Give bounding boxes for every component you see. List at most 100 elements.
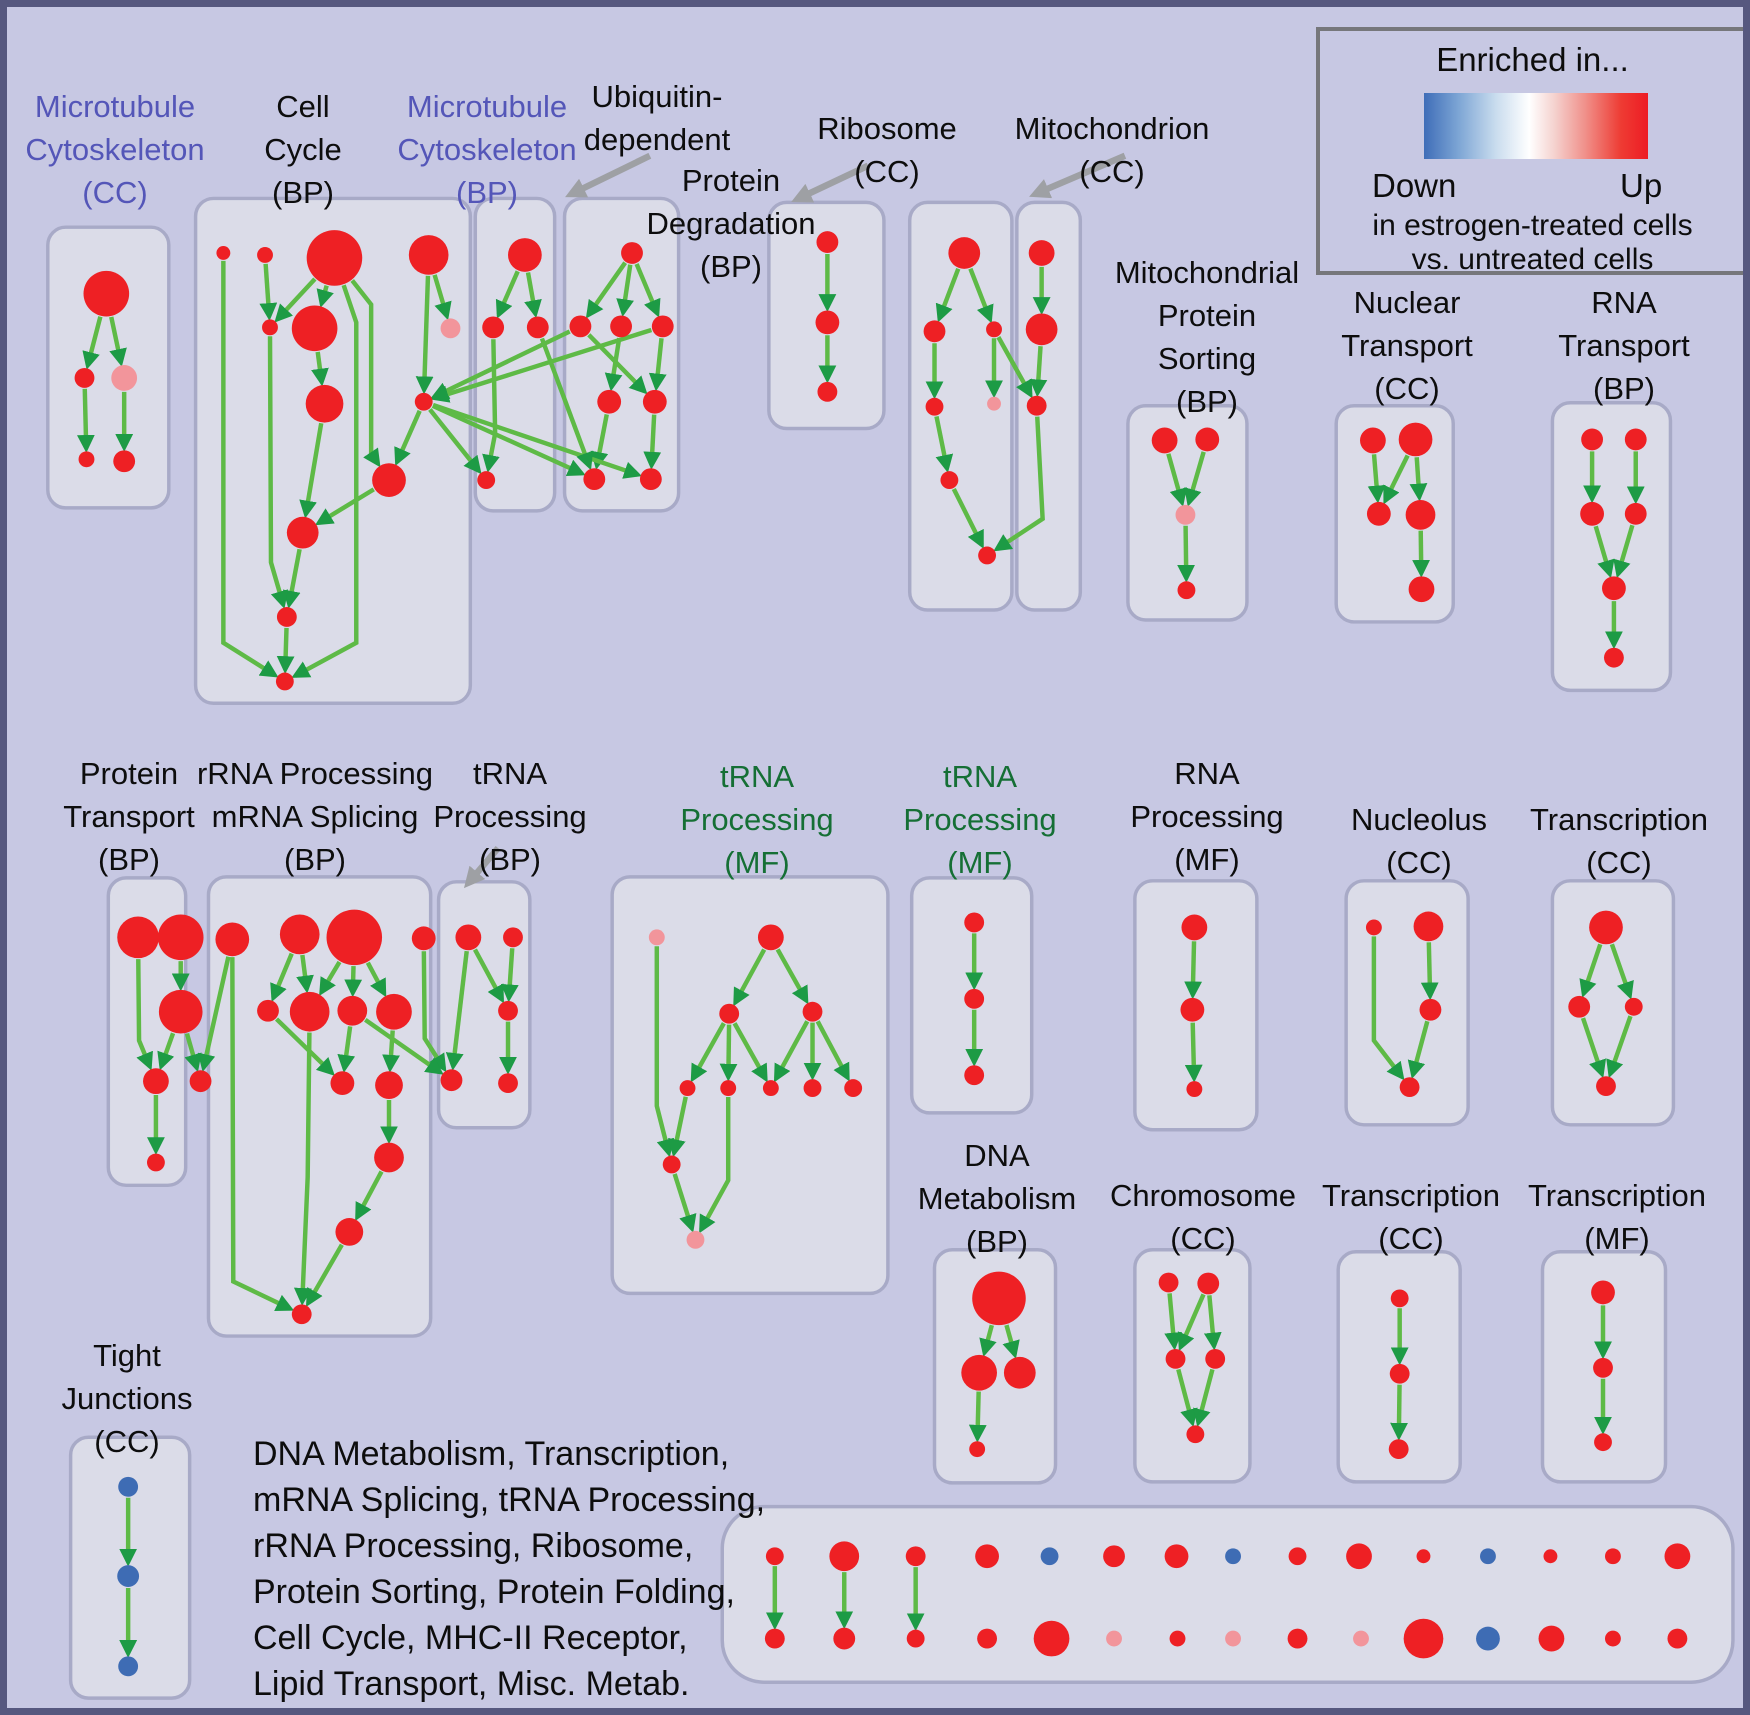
go-term-node-ub_t3 xyxy=(651,315,674,338)
cluster-label-ubiquitin-b: Protein Degradation (BP) xyxy=(646,163,816,284)
go-term-node-nu1 xyxy=(1365,919,1382,936)
go-term-node-mt3 xyxy=(1026,395,1047,416)
go-term-node-ub_u1 xyxy=(597,389,622,414)
go-term-node-ms_t14 xyxy=(1604,1548,1621,1565)
go-term-node-mcc1 xyxy=(83,270,130,317)
cluster-label-transcription-mf: Transcription (MF) xyxy=(1527,1178,1707,1256)
go-term-node-rr_w1 xyxy=(330,1071,355,1096)
edge-cc_c-cc_j xyxy=(350,279,381,468)
go-term-node-mb3 xyxy=(526,316,549,339)
go-term-node-rr_s3 xyxy=(337,995,368,1026)
go-term-node-ms_b1 xyxy=(764,1628,785,1649)
edge-mb3-ub_v1 xyxy=(539,337,594,471)
cluster-box-ubiquitin-1 xyxy=(562,196,681,513)
go-term-node-rb5 xyxy=(987,396,1001,411)
go-term-node-ch1 xyxy=(1158,1272,1179,1293)
edge-ub_t2-ub_u1 xyxy=(604,337,623,392)
go-term-node-cc_h xyxy=(305,384,344,423)
edge-tc2a-tc2c xyxy=(1609,943,1634,1000)
edge-nt4-nt5 xyxy=(1412,530,1431,578)
go-term-node-ub_t2 xyxy=(610,315,632,338)
edge-ms2-ms3 xyxy=(1184,451,1206,507)
go-term-node-mb2 xyxy=(482,316,505,339)
go-term-node-mt1 xyxy=(1028,240,1055,266)
legend-title: Enriched in... xyxy=(1436,41,1629,78)
cluster-box-rna-transport xyxy=(1550,401,1673,693)
go-term-node-rb2 xyxy=(923,320,946,343)
go-term-node-tm_q xyxy=(757,924,784,951)
legend-caption-line2: vs. untreated cells xyxy=(1411,243,1654,276)
go-term-node-cc_c xyxy=(306,230,363,286)
label-pointer-arrow-4 xyxy=(463,845,501,889)
cluster-label-ribosome: Ribosome (CC) xyxy=(817,111,957,189)
edge-cc_i-cc_j xyxy=(394,409,422,467)
edge-dm1-dm2 xyxy=(979,1324,997,1357)
edge-rb4-rb6 xyxy=(934,415,954,473)
go-term-node-tc3b xyxy=(1389,1363,1410,1384)
go-term-node-ms4 xyxy=(1177,581,1196,600)
go-term-node-nu3 xyxy=(1419,998,1442,1021)
edge-rp1-rp2 xyxy=(1184,941,1202,1000)
label-pointer-arrow-3 xyxy=(1029,152,1127,199)
go-term-node-ch2 xyxy=(1197,1272,1220,1295)
go-term-node-ms1 xyxy=(1151,427,1178,454)
go-term-node-ub_u2 xyxy=(642,389,667,414)
legend-box: Enriched in... Down Up in estrogen-treat… xyxy=(1316,27,1743,276)
go-term-node-ms_t9 xyxy=(1288,1547,1307,1566)
cluster-label-rna-processing: RNA Processing (MF) xyxy=(1130,756,1284,877)
go-term-node-ms_b15 xyxy=(1667,1628,1688,1649)
edge-ub0-ub_t2 xyxy=(616,264,634,318)
edge-rr_s2-rr_z xyxy=(293,1032,312,1306)
edge-tm_b-tm_c3 xyxy=(773,1020,810,1083)
go-term-node-tmf2 xyxy=(1593,1357,1613,1378)
edge-rr3-rr_s2 xyxy=(319,960,342,996)
go-term-node-rr_z xyxy=(291,1304,312,1325)
go-term-node-ms_b12 xyxy=(1476,1626,1500,1651)
edge-cc_f-cc_h xyxy=(311,351,329,387)
go-term-node-tc3c xyxy=(1388,1439,1409,1460)
edge-pt1-pt4 xyxy=(136,959,153,1071)
edge-tm_c1-tm_d xyxy=(668,1096,688,1158)
go-term-node-dm1 xyxy=(972,1271,1026,1326)
edge-mcc1-mcc3 xyxy=(109,316,127,367)
cluster-label-trna-bp: tRNA Processing (BP) xyxy=(433,756,587,877)
edge-rr2-rr_s1 xyxy=(270,952,294,1003)
go-term-node-cc_b xyxy=(257,247,273,263)
go-term-node-ub_v2 xyxy=(639,468,662,491)
go-term-node-ms_b9 xyxy=(1287,1628,1308,1649)
go-term-node-rr4 xyxy=(411,926,436,951)
edge-cc_c-cc_e xyxy=(274,277,317,323)
edge-pt3-pt4 xyxy=(157,1032,176,1071)
go-term-node-tm_p xyxy=(648,929,665,946)
go-term-node-ub_v1 xyxy=(583,468,606,491)
go-term-node-nt4 xyxy=(1405,499,1436,530)
go-term-node-dm3 xyxy=(1003,1356,1036,1389)
go-term-node-ms_t12 xyxy=(1480,1548,1496,1565)
go-term-node-nu2 xyxy=(1413,911,1444,942)
cluster-box-microtubule-cc xyxy=(46,225,171,510)
cluster-label-mito-sorting: Mitochondrial Protein Sorting (BP) xyxy=(1114,255,1300,419)
label-pointer-arrow-1 xyxy=(565,152,652,198)
go-term-node-mcc3 xyxy=(111,365,138,391)
go-term-node-tm_b xyxy=(802,1001,823,1022)
edge-cc_d-cc_i xyxy=(415,275,434,395)
go-term-node-rr2 xyxy=(279,914,320,955)
edge-rr_s3-rr_w1 xyxy=(337,1026,356,1073)
go-term-node-ms_b6 xyxy=(1106,1630,1122,1647)
edge-dm2-dm4 xyxy=(968,1391,987,1443)
edge-rr_s3-tb4 xyxy=(364,1018,444,1075)
go-term-node-mcc4 xyxy=(78,451,95,468)
edge-mb1-mb3 xyxy=(524,272,542,319)
edge-cc_h-cc_k xyxy=(299,422,324,519)
cluster-label-microtubule-bp: Microtubule Cytoskeleton (BP) xyxy=(397,89,577,210)
go-term-node-tj2 xyxy=(117,1565,140,1587)
go-term-node-tc2b xyxy=(1568,995,1591,1018)
go-term-node-ms_b11 xyxy=(1403,1618,1444,1659)
go-term-node-tc2c xyxy=(1624,997,1643,1016)
edge-rr_s1-rr_w1 xyxy=(274,1017,335,1076)
go-term-node-rt4 xyxy=(1624,502,1647,525)
cluster-label-nuclear-transport: Nuclear Transport (CC) xyxy=(1341,285,1473,406)
go-term-node-ms_t10 xyxy=(1346,1543,1372,1570)
legend-gradient-bar xyxy=(1424,93,1648,159)
edge-ub_t1-cc_i xyxy=(430,329,571,399)
